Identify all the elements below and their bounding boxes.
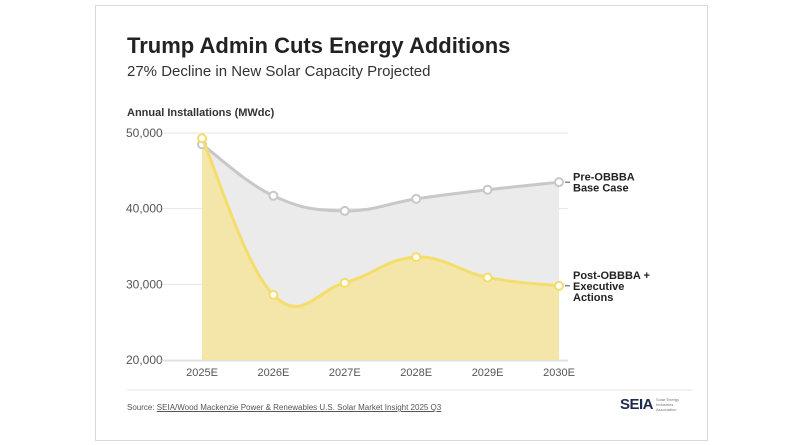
y-tick-label: 40,000	[126, 202, 163, 216]
x-tick-label: 2025E	[186, 367, 218, 379]
data-point	[554, 177, 564, 188]
y-tick-label: 50,000	[126, 126, 163, 140]
chart-title: Trump Admin Cuts Energy Additions	[127, 33, 511, 58]
x-tick-label: 2028E	[400, 367, 432, 379]
data-point	[268, 190, 279, 201]
y-axis-label: Annual Installations (MWdc)	[127, 107, 275, 119]
source-prefix: Source:	[127, 403, 157, 412]
logo-text: SEIA	[620, 396, 654, 413]
data-point	[411, 193, 422, 204]
source-link[interactable]: SEIA/Wood Mackenzie Power & Renewables U…	[156, 403, 442, 412]
series-area	[202, 138, 559, 360]
y-tick-label: 20,000	[126, 353, 163, 367]
series-label: Post-OBBBA +	[573, 270, 650, 282]
series-label: Actions	[573, 292, 613, 304]
series-label: Pre-OBBBA	[573, 172, 635, 184]
x-tick-label: 2026E	[257, 367, 289, 379]
data-point	[268, 289, 279, 300]
seia-logo: SEIA Solar Energy Industries Association	[620, 396, 684, 413]
x-tick-label: 2027E	[329, 367, 361, 379]
data-point	[339, 205, 350, 216]
logo-tagline: Solar Energy Industries Association	[656, 397, 680, 412]
series-label: Base Case	[573, 183, 629, 195]
data-point	[339, 277, 350, 288]
series-label: Executive	[573, 281, 624, 293]
x-tick-label: 2030E	[543, 367, 575, 379]
data-point	[482, 272, 493, 283]
chart-subtitle: 27% Decline in New Solar Capacity Projec…	[127, 63, 431, 80]
source-note: Source: SEIA/Wood Mackenzie Power & Rene…	[127, 403, 441, 412]
series-line	[201, 143, 560, 213]
data-point	[197, 133, 207, 144]
x-tick-label: 2029E	[472, 367, 504, 379]
data-point	[554, 280, 564, 291]
data-point	[482, 184, 493, 195]
y-tick-label: 30,000	[126, 277, 163, 291]
data-point	[411, 252, 422, 263]
